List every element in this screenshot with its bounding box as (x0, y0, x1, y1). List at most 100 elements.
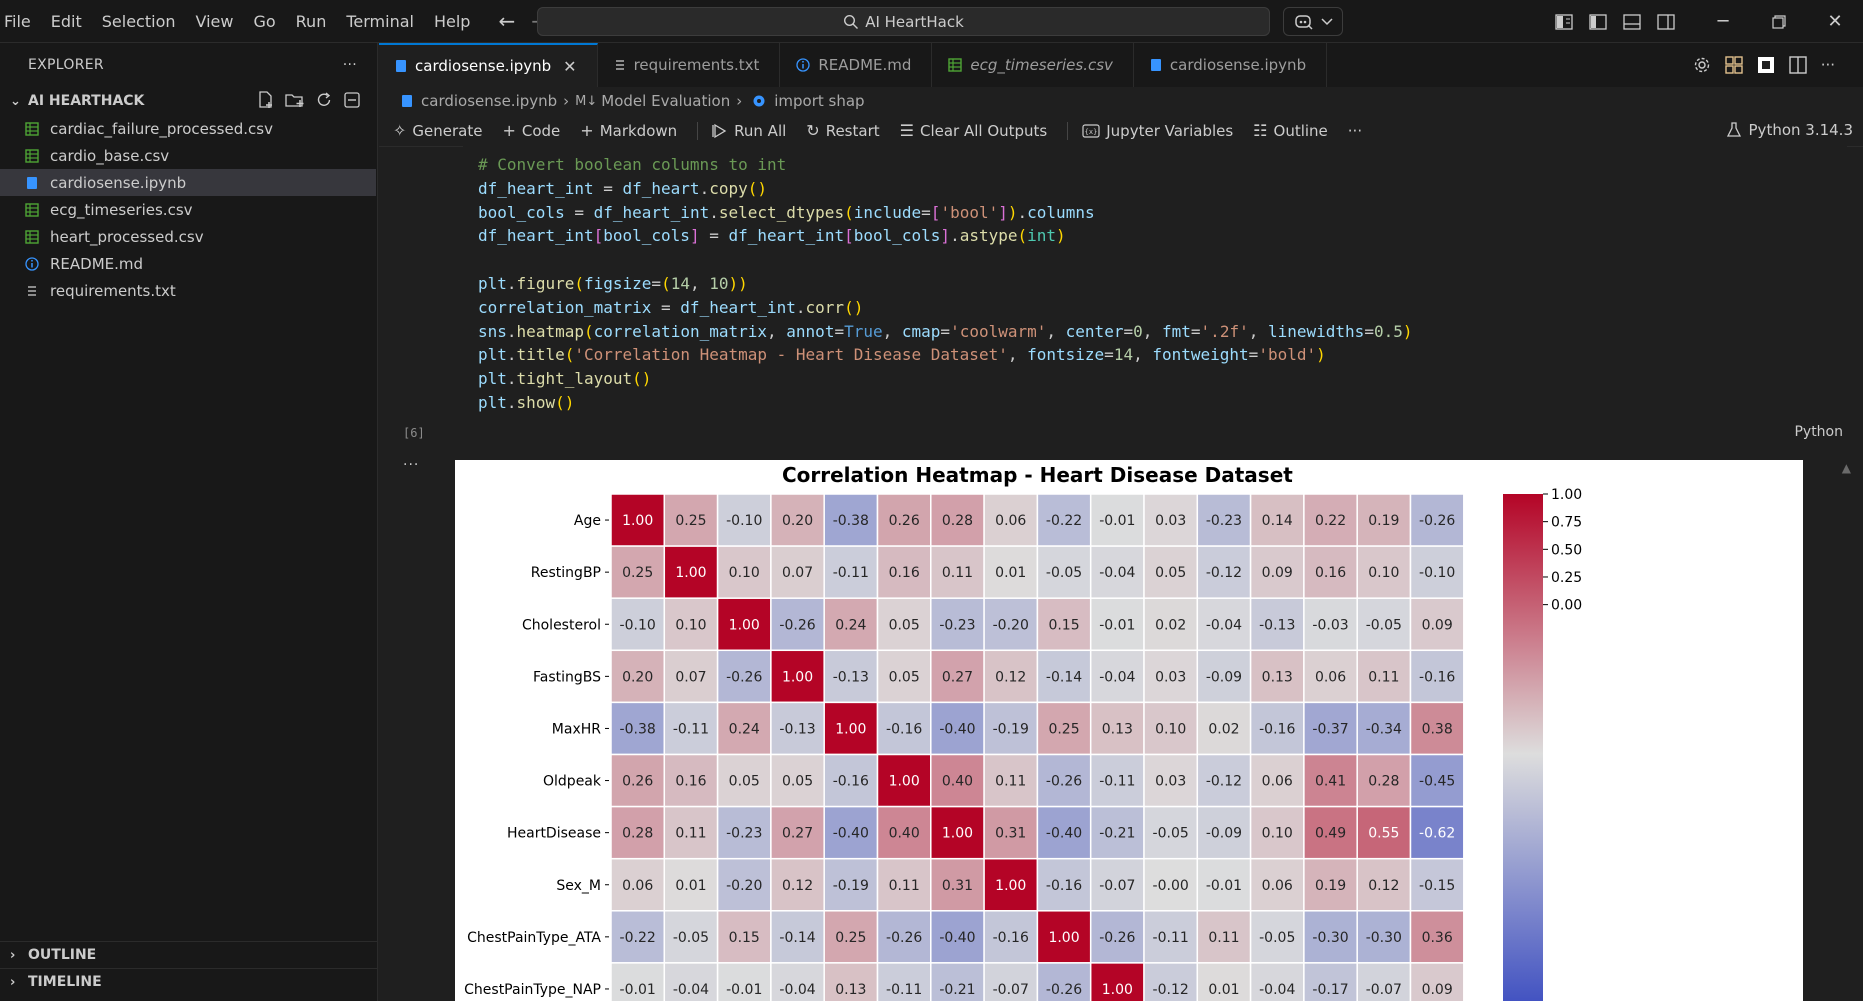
editor-tab[interactable]: cardiosense.ipynb (1134, 43, 1328, 87)
restore-icon[interactable] (1751, 0, 1807, 43)
command-center-label: AI HeartHack (865, 12, 964, 31)
breadcrumb-section[interactable]: Model Evaluation (601, 92, 731, 110)
heatmap-cell (876, 493, 932, 547)
info-icon (796, 58, 811, 72)
code-line[interactable]: correlation_matrix = df_heart_int.corr() (478, 297, 864, 317)
code-line[interactable]: plt.title('Correlation Heatmap - Heart D… (478, 345, 1326, 365)
clear-outputs-button[interactable]: ☰ Clear All Outputs (900, 121, 1048, 140)
cell-value: -0.40 (939, 721, 975, 737)
menu-edit[interactable]: Edit (50, 11, 82, 31)
editor-tab[interactable]: README.md (780, 43, 933, 87)
tab-label: cardiosense.ipynb (1169, 56, 1307, 74)
editor-actions: ··· (1693, 43, 1835, 87)
code-editor[interactable]: # Convert boolean columns to int df_heart… (463, 143, 1847, 415)
tab-close-icon[interactable]: ✕ (563, 56, 577, 76)
file-item[interactable]: ecg_timeseries.csv (0, 196, 377, 223)
editor-tab[interactable]: cardiosense.ipynb ✕ (379, 43, 598, 87)
variables-grid-icon[interactable] (1724, 56, 1743, 74)
copilot-button[interactable] (1283, 7, 1343, 36)
cell-value: 0.11 (942, 565, 973, 581)
explorer-sidebar: EXPLORER ··· ⌄ AI HEARTHACK cardiac_fail… (0, 43, 378, 1001)
gear-icon[interactable] (1693, 56, 1711, 74)
menu-view[interactable]: View (195, 11, 234, 31)
code-line[interactable]: # Convert boolean columns to int (478, 155, 787, 174)
file-item[interactable]: README.md (0, 250, 377, 277)
customize-layout-icon[interactable] (1550, 12, 1578, 32)
cell-value: -0.23 (939, 617, 975, 633)
workspace-section[interactable]: ⌄ AI HEARTHACK (0, 87, 377, 115)
cell-value: 0.40 (942, 774, 973, 790)
add-markdown-cell-button[interactable]: + Markdown (580, 121, 677, 140)
code-line[interactable]: df_heart_int[bool_cols] = df_heart_int[b… (478, 226, 1066, 246)
menu-run[interactable]: Run (295, 11, 327, 31)
text-file-icon (22, 284, 42, 298)
editor-tab[interactable]: requirements.txt (598, 43, 781, 87)
file-item[interactable]: cardiac_failure_processed.csv (0, 115, 377, 142)
outline-section[interactable]: › OUTLINE (0, 941, 377, 968)
output-more-icon[interactable]: ··· (403, 457, 420, 473)
minimize-icon[interactable]: ─ (1717, 11, 1729, 32)
restart-icon: ↻ (806, 121, 820, 140)
breadcrumb-file[interactable]: cardiosense.ipynb (421, 92, 558, 110)
kernel-picker[interactable]: Python 3.14.3 (1726, 121, 1853, 139)
file-item[interactable]: requirements.txt (0, 277, 377, 304)
colorbar-tick-label: 0.25 (1551, 570, 1582, 586)
cell-value: 1.00 (1102, 982, 1133, 998)
menu-file[interactable]: File (4, 11, 31, 31)
back-arrow-icon[interactable]: ← (498, 9, 516, 33)
collapse-all-icon[interactable] (343, 91, 361, 109)
menu-terminal[interactable]: Terminal (346, 11, 414, 31)
split-editor-icon[interactable] (1788, 56, 1807, 74)
code-line[interactable]: sns.heatmap(correlation_matrix, annot=Tr… (478, 321, 1413, 341)
editor-tab[interactable]: ecg_timeseries.csv (932, 43, 1134, 87)
toolbar-divider (697, 121, 699, 140)
heatmap-cell (1409, 545, 1465, 599)
cell-value: -0.17 (1312, 982, 1348, 998)
code-line[interactable] (478, 248, 1847, 272)
toggle-secondary-sidebar-icon[interactable] (1652, 12, 1680, 32)
menu-go[interactable]: Go (253, 11, 276, 31)
heatmap-cell (983, 545, 1039, 599)
code-cell[interactable]: # Convert boolean columns to int df_heart… (463, 143, 1847, 412)
menu-help[interactable]: Help (433, 11, 471, 31)
code-line[interactable]: bool_cols = df_heart_int.select_dtypes(i… (478, 202, 1095, 222)
new-file-icon[interactable] (257, 91, 275, 109)
command-center-search[interactable]: AI HeartHack (537, 7, 1270, 36)
restart-button[interactable]: ↻ Restart (806, 121, 879, 140)
code-line[interactable]: plt.tight_layout() (478, 369, 652, 389)
cell-value: 0.05 (1155, 565, 1186, 581)
jupyter-variables-button[interactable]: {x} Jupyter Variables (1082, 122, 1233, 140)
heatmap-cell (1303, 597, 1358, 652)
toggle-panel-icon[interactable] (1618, 12, 1646, 32)
toolbar-divider (1067, 121, 1069, 140)
refresh-icon[interactable] (315, 91, 333, 109)
outline-button[interactable]: ☷ Outline (1253, 121, 1328, 140)
file-item[interactable]: cardio_base.csv (0, 142, 377, 169)
toggle-primary-sidebar-icon[interactable] (1584, 12, 1612, 32)
file-item[interactable]: heart_processed.csv (0, 223, 377, 250)
file-item[interactable]: cardiosense.ipynb (0, 169, 376, 196)
code-line[interactable]: plt.figure(figsize=(14, 10)) (478, 273, 748, 293)
breadcrumb-symbol[interactable]: import shap (774, 92, 865, 110)
add-code-cell-button[interactable]: + Code (502, 121, 560, 140)
cell-language[interactable]: Python (1794, 424, 1843, 440)
heatmap-cell (1409, 910, 1465, 964)
run-all-button[interactable]: Run All (712, 122, 786, 140)
new-folder-icon[interactable] (285, 91, 305, 109)
generate-button[interactable]: ✧ Generate (393, 121, 482, 140)
cell-value: 0.01 (675, 878, 706, 894)
toolbar-more-button[interactable]: ··· (1347, 121, 1363, 140)
timeline-section[interactable]: › TIMELINE (0, 968, 377, 995)
explorer-more-icon[interactable]: ··· (342, 57, 357, 73)
scroll-up-arrow-icon[interactable]: ▲ (1841, 461, 1851, 475)
tab-more-icon[interactable]: ··· (1820, 56, 1835, 74)
cell-value: 0.24 (835, 617, 866, 633)
open-preview-icon[interactable] (1757, 56, 1775, 74)
close-window-icon[interactable]: ✕ (1827, 11, 1843, 32)
code-line[interactable]: df_heart_int = df_heart.copy() (478, 178, 768, 198)
cell-value: 0.07 (675, 669, 706, 685)
list-icon: ☷ (1253, 121, 1268, 140)
menu-selection[interactable]: Selection (101, 11, 176, 31)
cell-value: -0.04 (1099, 669, 1135, 685)
code-line[interactable]: plt.show() (478, 392, 575, 412)
